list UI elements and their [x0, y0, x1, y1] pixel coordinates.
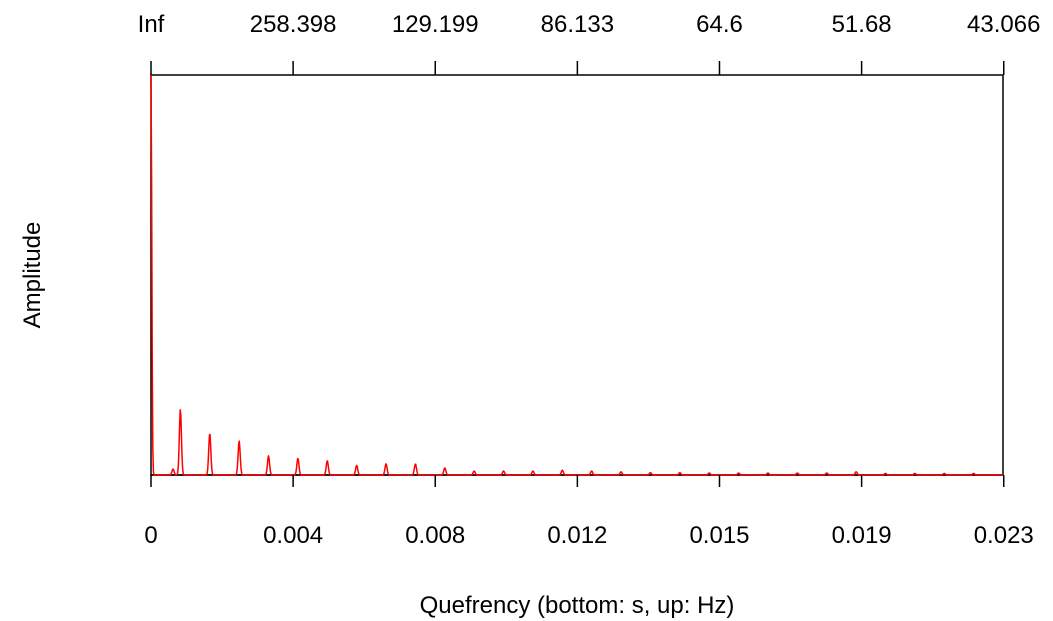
- axis-ticks: [150, 61, 1005, 487]
- series-line: [150, 74, 1004, 476]
- plot-area: [150, 74, 1004, 476]
- x-tick-label-top: 51.68: [832, 11, 892, 38]
- x-tick-label-bottom: 0.023: [974, 522, 1034, 549]
- x-tick-label-top: Inf: [138, 11, 165, 38]
- x-tick-label-bottom: 0.019: [832, 522, 892, 549]
- x-tick-label-top: 258.398: [250, 11, 337, 38]
- x-tick-label-bottom: 0.004: [263, 522, 323, 549]
- x-tick-label-top: 43.066: [967, 11, 1040, 38]
- x-tick-label-top: 129.199: [392, 11, 479, 38]
- x-tick-label-bottom: 0.012: [547, 522, 607, 549]
- y-axis-label: Amplitude: [19, 222, 46, 329]
- x-tick-label-bottom: 0.008: [405, 522, 465, 549]
- x-tick-label-top: 86.133: [541, 11, 614, 38]
- plot-frame: [150, 74, 1004, 476]
- axis-tick-labels: 0 0.004 0.008 0.012 0.015 0.019 0.023 Inf 258.39…: [138, 11, 1041, 549]
- x-tick-label-top: 64.6: [696, 11, 743, 38]
- x-tick-label-bottom: 0: [144, 522, 157, 549]
- x-axis-label: Quefrency (bottom: s, up: Hz): [420, 592, 735, 619]
- x-tick-label-bottom: 0.015: [689, 522, 749, 549]
